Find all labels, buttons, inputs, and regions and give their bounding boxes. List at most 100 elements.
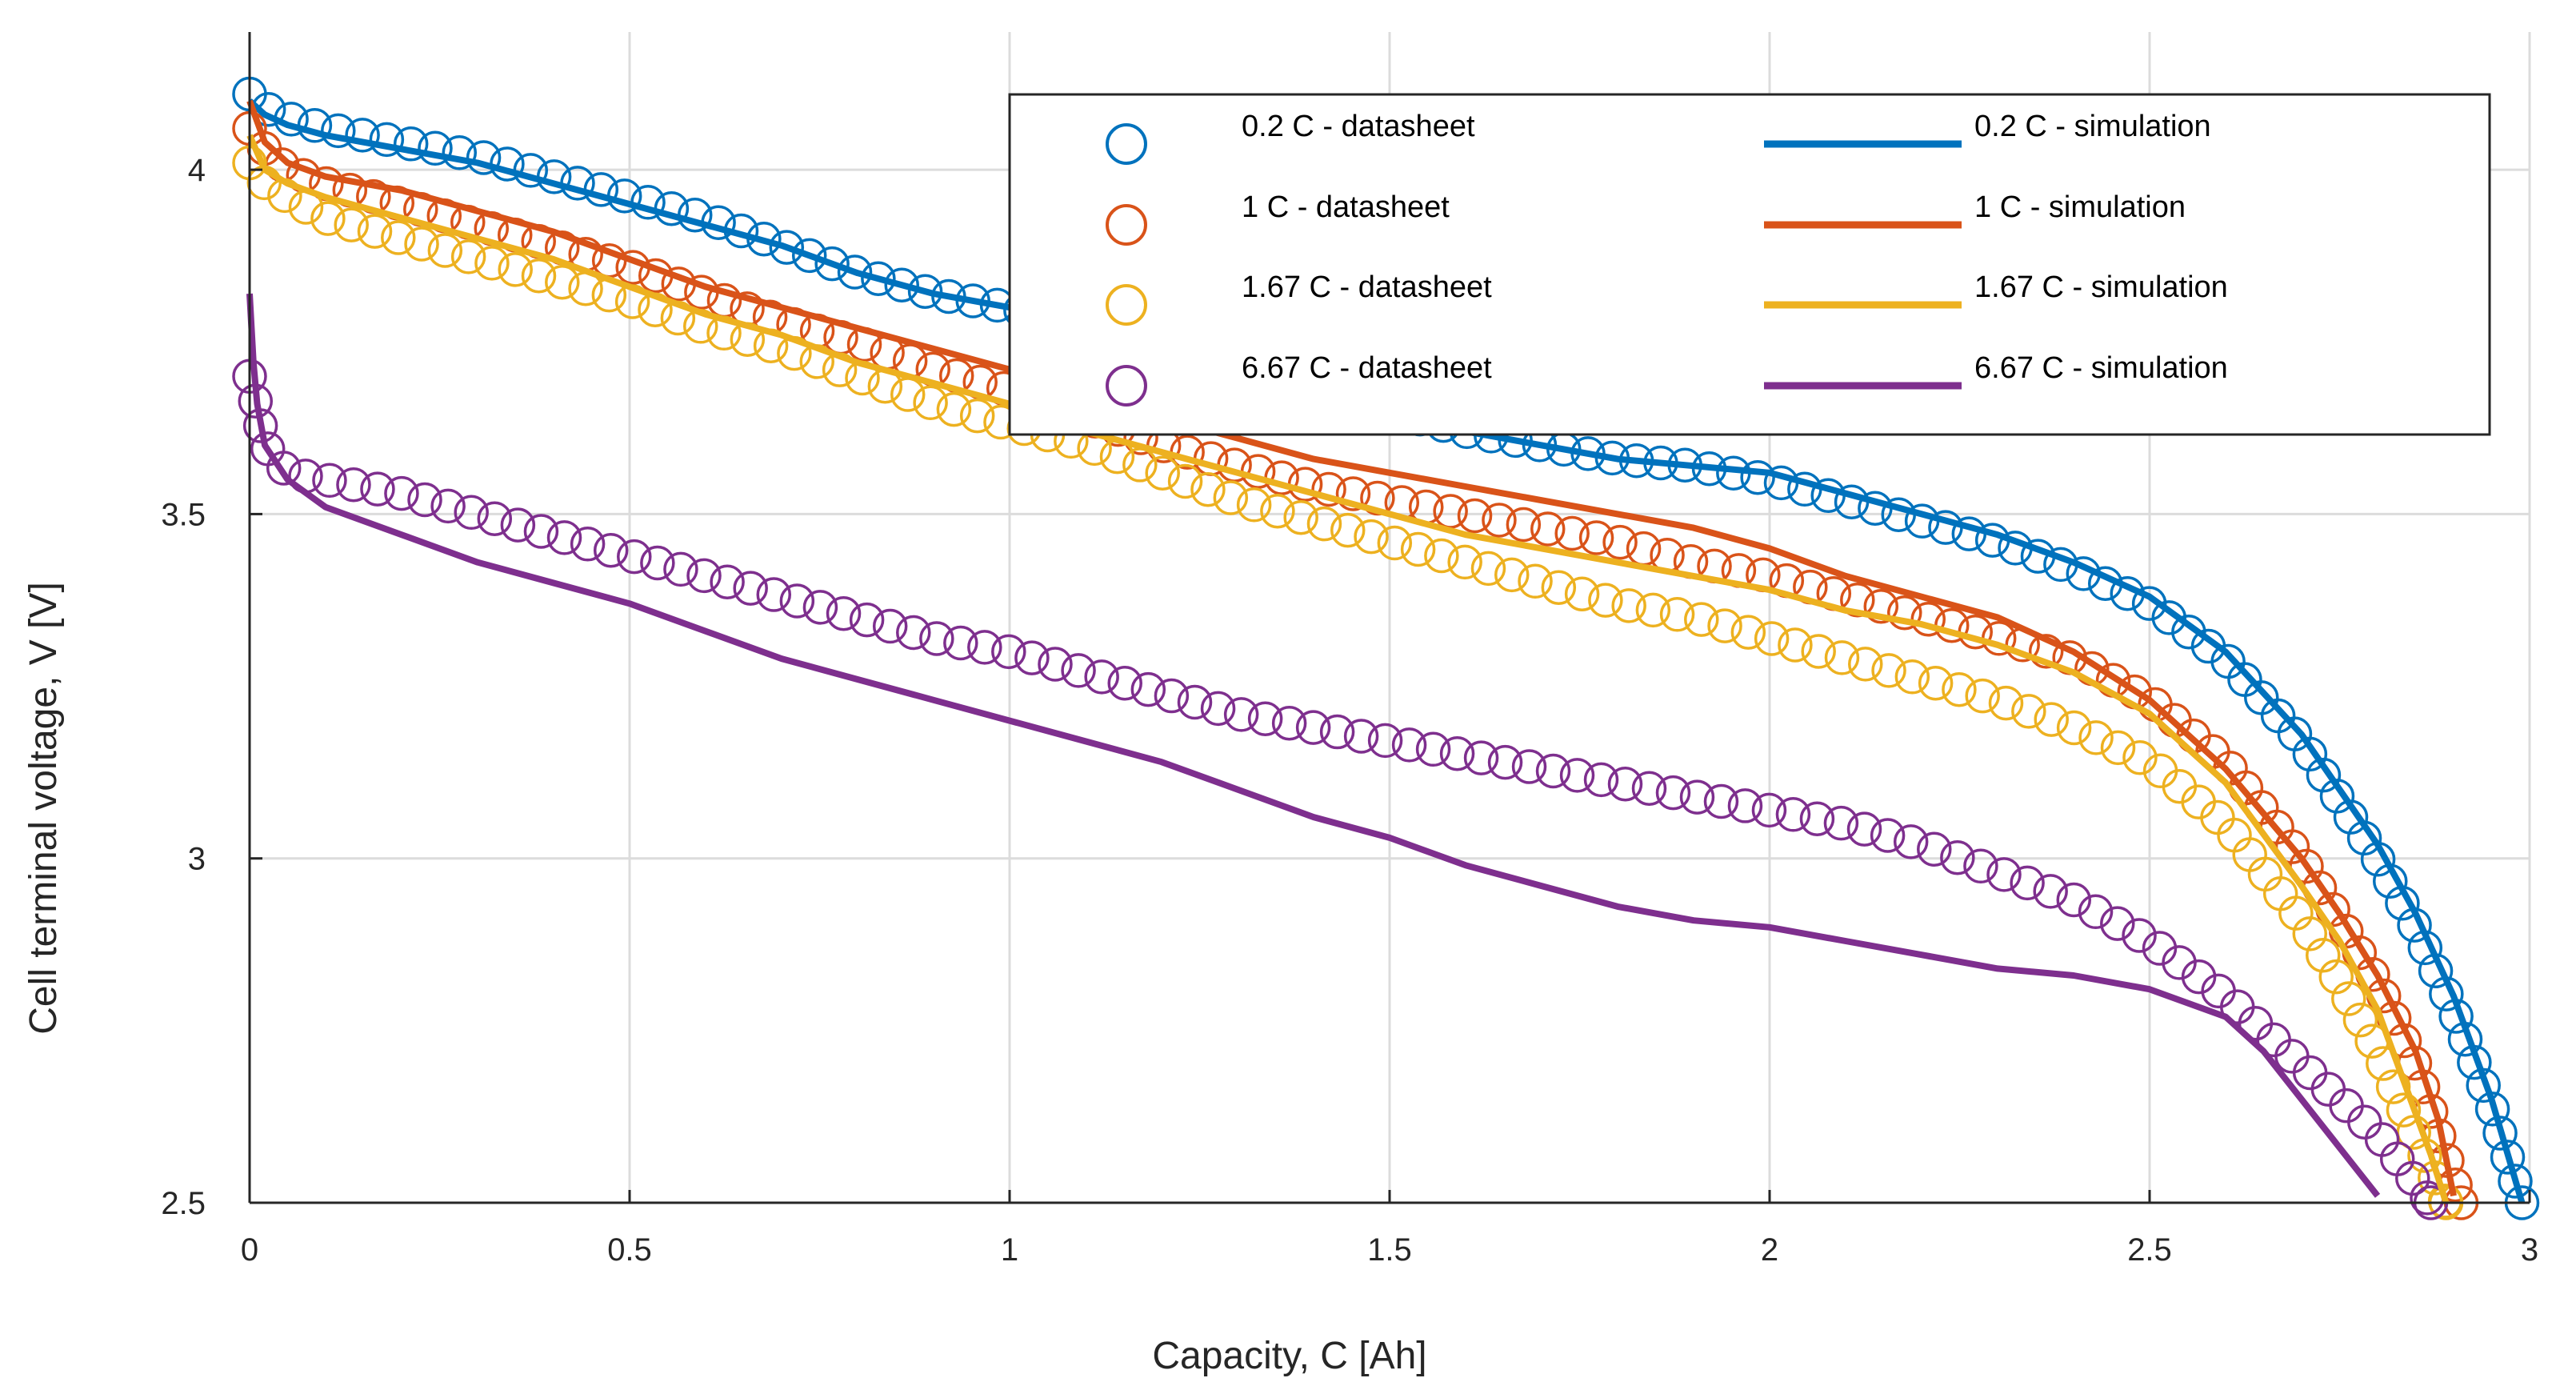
data-point <box>896 615 931 651</box>
data-point <box>1260 494 1295 529</box>
legend-label: 1.67 C - simulation <box>1974 270 2228 304</box>
data-point <box>2306 757 2342 793</box>
data-point <box>890 377 926 412</box>
data-point <box>2034 702 2069 737</box>
data-point <box>2386 1092 2422 1128</box>
data-point <box>1367 723 1403 759</box>
legend-box <box>1008 93 2491 436</box>
data-point <box>1707 608 1742 643</box>
y-tick-label: 4 <box>188 153 206 188</box>
data-point <box>266 451 302 486</box>
legend-label: 6.67 C - datasheet <box>1242 351 1492 385</box>
y-tick-label: 3 <box>188 842 206 877</box>
data-point <box>1377 525 1413 561</box>
data-point <box>2028 634 2064 669</box>
data-point <box>1306 506 1342 542</box>
data-point <box>1213 480 1249 515</box>
data-point <box>357 214 393 249</box>
data-point <box>334 207 369 242</box>
data-point <box>1918 665 1954 701</box>
series-layer <box>232 76 2540 1220</box>
data-point <box>1703 783 1739 819</box>
data-point <box>802 590 838 625</box>
data-point <box>546 520 582 555</box>
legend-label: 0.2 C - simulation <box>1974 110 2211 143</box>
data-point <box>872 608 908 644</box>
data-point <box>2318 959 2354 995</box>
x-axis-label: Capacity, C [Ah] <box>1152 1335 1426 1377</box>
data-point <box>1730 615 1766 650</box>
legend-marker <box>1106 284 1147 326</box>
data-point <box>1061 653 1096 688</box>
data-point <box>884 267 919 302</box>
legend: 0.2 C - datasheet 1 C - datasheet 1.67 C -… <box>1008 93 2491 436</box>
data-point <box>450 239 486 274</box>
data-point <box>1963 848 1998 884</box>
data-point <box>686 558 722 594</box>
data-point <box>1535 753 1571 789</box>
data-point <box>454 495 489 531</box>
data-point <box>1014 640 1050 675</box>
data-point <box>1965 678 2000 714</box>
data-point <box>779 583 815 619</box>
series-markers-6-67-c-datasheet <box>232 359 2449 1220</box>
data-point <box>1894 659 1930 695</box>
data-point <box>936 391 972 427</box>
data-point <box>1424 538 1459 574</box>
data-point <box>1354 519 1389 555</box>
data-point <box>345 118 380 153</box>
data-point <box>1343 719 1379 754</box>
data-point <box>474 246 510 281</box>
data-point <box>1295 710 1331 745</box>
data-point <box>1607 767 1643 802</box>
data-point <box>1740 459 1775 495</box>
data-point <box>1506 507 1542 543</box>
data-point <box>1611 588 1646 623</box>
series-line-1-c-simulation <box>246 99 2457 1197</box>
data-point <box>1754 621 1790 656</box>
data-point <box>1223 697 1259 732</box>
data-point <box>1038 647 1073 682</box>
data-point <box>967 630 1002 665</box>
data-point <box>1311 471 1346 507</box>
data-point <box>1554 515 1590 551</box>
data-point <box>1626 531 1662 567</box>
axes <box>248 32 2531 1204</box>
data-point <box>360 471 395 507</box>
data-point <box>477 501 513 536</box>
data-point <box>2100 730 2136 766</box>
data-point <box>2498 1164 2533 1199</box>
data-point <box>1271 705 1307 741</box>
data-point <box>861 261 896 296</box>
data-point <box>1893 824 1929 859</box>
data-point <box>2262 876 2298 911</box>
data-point <box>1236 487 1272 523</box>
data-point <box>427 233 463 268</box>
data-point <box>1107 665 1142 701</box>
data-point <box>1470 551 1506 587</box>
data-point <box>1659 597 1695 632</box>
data-point <box>1130 671 1166 707</box>
data-point <box>2331 981 2366 1016</box>
data-point <box>1084 659 1119 695</box>
data-point <box>1154 678 1190 714</box>
x-tick-label: 2 <box>1761 1232 1778 1268</box>
data-point <box>791 238 827 274</box>
data-point <box>369 122 405 158</box>
data-point <box>500 507 536 543</box>
data-point <box>959 398 995 434</box>
data-point <box>404 226 439 262</box>
data-point <box>2078 894 2114 930</box>
data-point <box>1145 455 1180 491</box>
data-point <box>2292 1055 2328 1091</box>
data-point <box>2292 916 2328 951</box>
data-point <box>1564 576 1600 611</box>
x-tick-label: 0.5 <box>607 1232 652 1268</box>
data-point <box>814 246 850 282</box>
data-point <box>2217 817 2252 853</box>
data-point <box>826 595 862 631</box>
data-point <box>1400 531 1436 567</box>
data-point <box>991 634 1026 670</box>
data-point <box>498 252 533 287</box>
legend-marker <box>1106 365 1147 407</box>
